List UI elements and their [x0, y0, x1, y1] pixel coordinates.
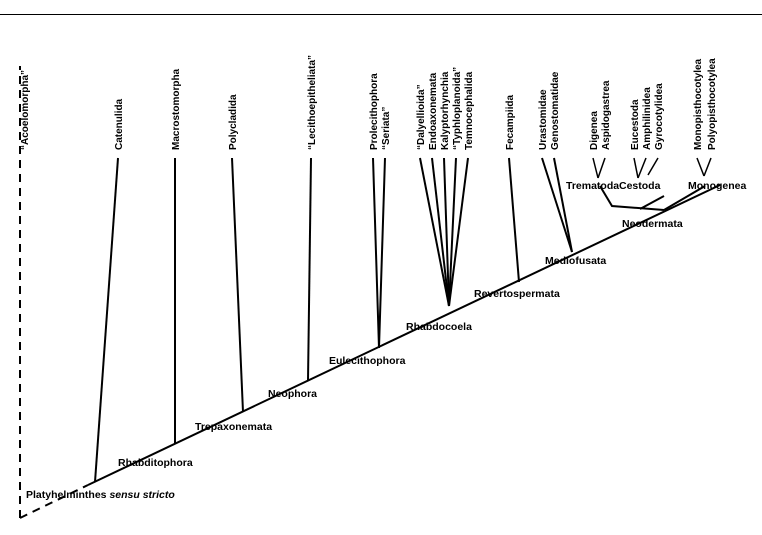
polycladida-label: Polycladida [228, 94, 239, 150]
fecampiida-label: Fecampiida [505, 95, 516, 150]
kalyptorhynchia-label: Kalyptorhynchia [440, 71, 451, 150]
lecithoepitheliata-branch [307, 157, 312, 382]
lecithoepitheliata-label: “Lecithoepitheliata” [307, 55, 318, 150]
rhabdocoela-fan [419, 157, 469, 307]
macrostomorpha-label: Macrostomorpha [171, 68, 182, 150]
genostomatidae-label: Genostomatidae [550, 71, 561, 150]
prolecithophora-label: Prolecithophora [369, 73, 380, 150]
aspidogastrea-label: Aspidogastrea [601, 80, 612, 150]
eucestoda-branch [633, 157, 639, 179]
gyrocotylidea-label: Gyrocotylidea [654, 83, 665, 150]
endoaxonemata-label: Endoaxonemata [428, 72, 439, 150]
prolecithophora-branch [372, 157, 380, 349]
typhloplanoida-label: “Typhloplanoida” [452, 67, 463, 150]
rhabditophora-label: Rhabditophora [118, 457, 193, 469]
seriata-branch [378, 157, 386, 349]
amphilinidea-branch [637, 157, 647, 179]
amphilinidea-label: Amphilinidea [642, 87, 653, 150]
mediofusata-label: Mediofusata [545, 255, 606, 267]
cestoda-label: Cestoda [619, 180, 661, 192]
monopisthocotylea-branch [696, 157, 705, 177]
tree-backbone [87, 184, 721, 486]
monogenea-label: Monogenea [688, 180, 746, 192]
neodermata-node [599, 185, 665, 211]
cestoda-link [639, 195, 665, 210]
aspidogastrea-branch [597, 157, 606, 179]
polyopisthocotylea-label: Polyopisthocotylea [707, 58, 718, 150]
digenea-label: Digenea [589, 111, 600, 150]
catenulida-branch [94, 157, 119, 483]
polyopisthocotylea-branch [703, 157, 712, 177]
neodermata-label: Neodermata [622, 218, 683, 230]
eulecithophora-label: Eulecithophora [329, 355, 406, 367]
root-stem [19, 484, 89, 519]
rhabdocoela-label: Rhabdocoela [406, 321, 472, 333]
seriata-label: “Seriata” [381, 107, 392, 150]
polycladida-branch [231, 157, 244, 413]
dalyellioida-label: “Dalyellioida” [416, 84, 427, 150]
digenea-branch [592, 157, 599, 179]
neophora-label: Neophora [268, 388, 317, 400]
temnocephalida-label: Temnocephalida [464, 71, 475, 150]
monopisthocotylea-label: Monopisthocotylea [693, 58, 704, 150]
urastomidae-label: Urastomidae [538, 89, 549, 150]
gyrocotylidea-branch [647, 157, 659, 176]
trepaxonemata-label: Trepaxonemata [195, 421, 272, 433]
eucestoda-label: Eucestoda [630, 99, 641, 150]
catenulida-label: Catenulida [114, 98, 125, 150]
revertospermata-label: Revertospermata [474, 288, 560, 300]
genostomatidae-branch [553, 157, 573, 253]
trematoda-label: Trematoda [566, 180, 619, 192]
urastomidae-branch [541, 157, 573, 253]
monogenea-link [663, 185, 706, 211]
acoelomorpha-label: “Acoelomorpha” [20, 70, 31, 150]
root-label: Platyhelminthes sensu stricto [26, 489, 175, 501]
fecampiida-branch [508, 157, 520, 283]
